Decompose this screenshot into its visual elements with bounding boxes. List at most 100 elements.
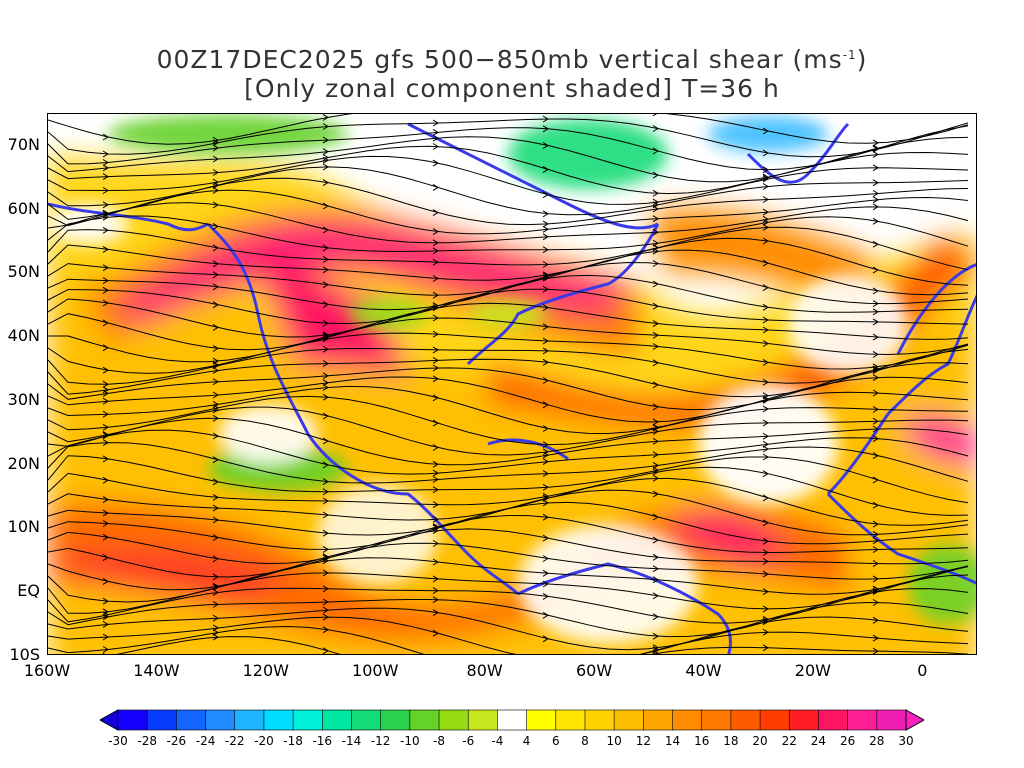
streamline-arrow	[212, 504, 219, 512]
streamline-arrow	[762, 149, 769, 157]
streamline-arrow	[872, 367, 879, 375]
streamline-arrow	[102, 245, 109, 253]
streamline-arrow	[432, 460, 439, 468]
streamline-arrow	[652, 592, 659, 600]
streamline-arrow	[102, 423, 109, 431]
colorbar-swatch	[351, 709, 382, 731]
chart-title-line1: 00Z17DEC2025 gfs 500−850mb vertical shea…	[156, 45, 868, 74]
streamline	[48, 125, 969, 171]
streamline-arrow	[872, 435, 879, 443]
streamline-arrow	[212, 201, 219, 209]
streamline-arrow	[652, 280, 659, 288]
streamline-arrow	[322, 626, 329, 634]
shear-map	[47, 113, 977, 655]
streamline-arrow	[542, 494, 549, 502]
colorbar-swatch	[672, 709, 703, 731]
streamline-arrow	[212, 478, 219, 486]
streamline-arrow	[212, 362, 219, 370]
streamline-arrow	[322, 497, 329, 505]
y-axis-label: 10S	[9, 645, 40, 664]
colorbar-swatch	[234, 709, 265, 731]
streamline-arrow	[102, 455, 109, 463]
streamline-arrow	[542, 635, 549, 643]
streamline-arrow	[762, 570, 769, 578]
colorbar-swatch	[526, 709, 557, 731]
streamline-arrow	[212, 344, 219, 352]
streamline-arrow	[652, 125, 659, 132]
streamline-arrow	[322, 332, 329, 340]
colorbar-label: 30	[898, 734, 914, 748]
streamline-arrow	[102, 554, 109, 562]
y-axis-label: 40N	[7, 326, 40, 346]
streamline-arrow	[652, 451, 659, 459]
streamline-arrow	[652, 613, 659, 621]
streamline-arrow	[102, 633, 109, 641]
colorbar-swatch	[613, 709, 645, 731]
streamline-arrow	[542, 115, 549, 123]
streamline-arrow	[542, 191, 549, 199]
streamline-arrow	[432, 159, 439, 167]
streamline-arrow	[212, 136, 219, 144]
streamline-arrow	[652, 418, 659, 426]
streamline	[48, 317, 969, 363]
streamline-arrow	[432, 476, 439, 483]
streamline-arrow	[872, 647, 879, 654]
streamline-arrow	[542, 377, 549, 384]
streamline-arrow	[432, 119, 439, 127]
streamline-arrow	[212, 406, 219, 414]
colorbar-swatch	[555, 709, 586, 731]
streamline	[48, 332, 969, 374]
streamline-arrow	[542, 483, 549, 491]
streamline-arrow	[762, 419, 769, 427]
streamline	[48, 466, 969, 516]
streamline-arrow	[322, 360, 329, 368]
streamline-arrow	[322, 156, 329, 164]
streamline-arrow	[322, 393, 329, 401]
colorbar-label: -4	[491, 734, 504, 748]
streamline-arrow	[652, 215, 659, 223]
streamline	[48, 616, 969, 654]
colorbar-label: 18	[723, 734, 739, 748]
streamline	[48, 348, 969, 398]
streamline	[48, 114, 969, 145]
streamline-arrow	[212, 633, 219, 641]
streamline-arrow	[322, 554, 329, 562]
streamline-arrow	[322, 384, 329, 391]
streamline-arrow	[322, 606, 329, 614]
streamline-arrow	[212, 534, 219, 542]
streamline-arrow	[542, 569, 549, 577]
streamline-arrow	[542, 210, 549, 218]
streamline-arrow	[652, 427, 659, 435]
streamline-arrow	[542, 220, 549, 228]
streamline-arrow	[102, 613, 109, 621]
streamline-arrow	[432, 143, 439, 150]
streamline-arrow	[322, 114, 329, 121]
streamline-arrow	[102, 476, 109, 484]
streamline-arrow	[762, 303, 769, 311]
streamline-arrow	[322, 488, 329, 496]
streamline-arrow	[762, 196, 769, 203]
streamline-arrow	[872, 389, 879, 397]
streamline	[48, 155, 969, 205]
streamline-arrow	[212, 260, 219, 268]
streamline-arrow	[432, 575, 439, 583]
streamline-arrow	[762, 175, 769, 183]
y-axis-label: 60N	[7, 198, 40, 218]
x-axis-label: 20W	[794, 661, 831, 680]
colorbar-label: 4	[522, 734, 531, 748]
streamline-arrow	[872, 139, 879, 147]
colorbar-label: -24	[195, 734, 216, 748]
streamline-arrow	[762, 628, 769, 636]
streamline-arrow	[432, 596, 439, 604]
streamline-arrow	[652, 171, 659, 179]
streamline-arrow	[212, 181, 219, 189]
streamline-arrow	[102, 319, 109, 327]
streamline-arrow	[212, 516, 219, 524]
streamline-arrow	[762, 237, 769, 245]
streamline-arrow	[652, 576, 659, 584]
streamline-arrow	[212, 573, 219, 581]
y-axis-label: 20N	[7, 453, 40, 473]
streamline-arrow	[542, 274, 549, 282]
streamline-arrow	[102, 611, 109, 619]
streamline-arrow	[212, 391, 219, 399]
